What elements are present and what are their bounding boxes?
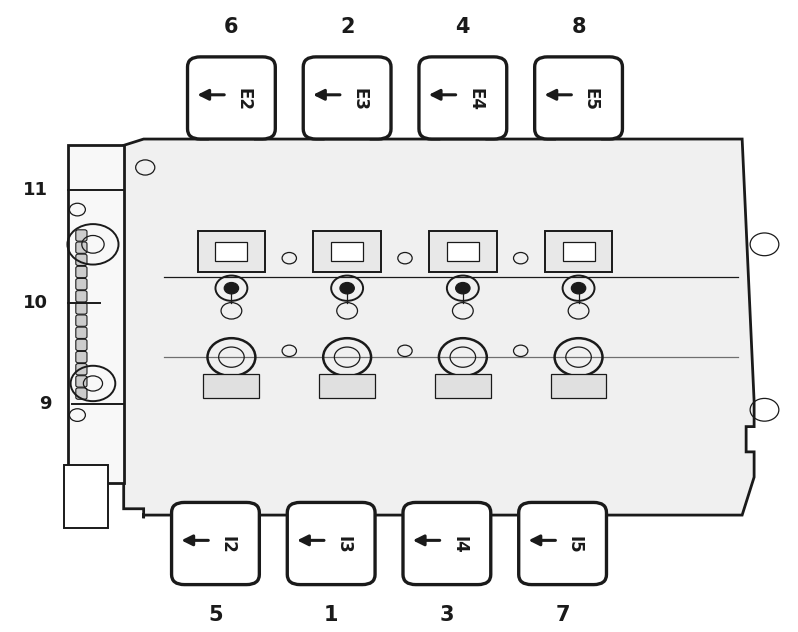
Text: I4: I4 bbox=[450, 536, 468, 554]
FancyBboxPatch shape bbox=[76, 266, 87, 277]
Text: I3: I3 bbox=[334, 536, 353, 554]
FancyBboxPatch shape bbox=[76, 279, 87, 290]
FancyBboxPatch shape bbox=[303, 57, 391, 139]
FancyBboxPatch shape bbox=[76, 363, 87, 375]
Text: E2: E2 bbox=[235, 88, 253, 111]
FancyBboxPatch shape bbox=[435, 374, 491, 398]
FancyBboxPatch shape bbox=[429, 231, 496, 272]
FancyBboxPatch shape bbox=[535, 57, 622, 139]
FancyBboxPatch shape bbox=[64, 465, 108, 528]
FancyBboxPatch shape bbox=[76, 303, 87, 314]
Circle shape bbox=[456, 283, 470, 294]
Text: 1: 1 bbox=[324, 605, 338, 625]
FancyBboxPatch shape bbox=[76, 254, 87, 265]
Text: 5: 5 bbox=[208, 605, 223, 625]
FancyBboxPatch shape bbox=[215, 243, 247, 262]
FancyBboxPatch shape bbox=[76, 242, 87, 253]
Text: 9: 9 bbox=[39, 396, 52, 413]
Circle shape bbox=[571, 283, 586, 294]
FancyBboxPatch shape bbox=[76, 351, 87, 363]
Text: 4: 4 bbox=[456, 16, 470, 37]
FancyBboxPatch shape bbox=[403, 502, 491, 585]
FancyBboxPatch shape bbox=[76, 327, 87, 339]
FancyBboxPatch shape bbox=[563, 243, 595, 262]
FancyBboxPatch shape bbox=[544, 231, 612, 272]
FancyBboxPatch shape bbox=[319, 374, 375, 398]
Text: E3: E3 bbox=[350, 88, 369, 111]
FancyBboxPatch shape bbox=[172, 502, 259, 585]
Text: 10: 10 bbox=[23, 295, 48, 312]
FancyBboxPatch shape bbox=[287, 502, 375, 585]
FancyBboxPatch shape bbox=[76, 230, 87, 241]
Circle shape bbox=[340, 283, 354, 294]
FancyBboxPatch shape bbox=[551, 374, 606, 398]
Text: I2: I2 bbox=[219, 536, 237, 554]
FancyBboxPatch shape bbox=[76, 339, 87, 351]
FancyBboxPatch shape bbox=[419, 57, 507, 139]
FancyBboxPatch shape bbox=[203, 374, 259, 398]
FancyBboxPatch shape bbox=[76, 315, 87, 326]
FancyBboxPatch shape bbox=[313, 231, 381, 272]
Text: E4: E4 bbox=[466, 88, 484, 111]
FancyBboxPatch shape bbox=[519, 502, 606, 585]
Text: E5: E5 bbox=[582, 88, 600, 111]
FancyBboxPatch shape bbox=[331, 243, 363, 262]
FancyBboxPatch shape bbox=[76, 291, 87, 302]
Text: 11: 11 bbox=[23, 181, 48, 198]
Text: 6: 6 bbox=[224, 16, 239, 37]
Text: 8: 8 bbox=[571, 16, 586, 37]
Text: 7: 7 bbox=[555, 605, 570, 625]
Text: I5: I5 bbox=[566, 536, 584, 554]
FancyBboxPatch shape bbox=[68, 145, 124, 483]
Text: 2: 2 bbox=[340, 16, 354, 37]
FancyBboxPatch shape bbox=[447, 243, 479, 262]
FancyBboxPatch shape bbox=[76, 376, 87, 387]
FancyBboxPatch shape bbox=[76, 388, 87, 399]
Polygon shape bbox=[124, 104, 754, 550]
Circle shape bbox=[224, 283, 239, 294]
FancyBboxPatch shape bbox=[188, 57, 275, 139]
FancyBboxPatch shape bbox=[197, 231, 265, 272]
Text: 3: 3 bbox=[440, 605, 454, 625]
